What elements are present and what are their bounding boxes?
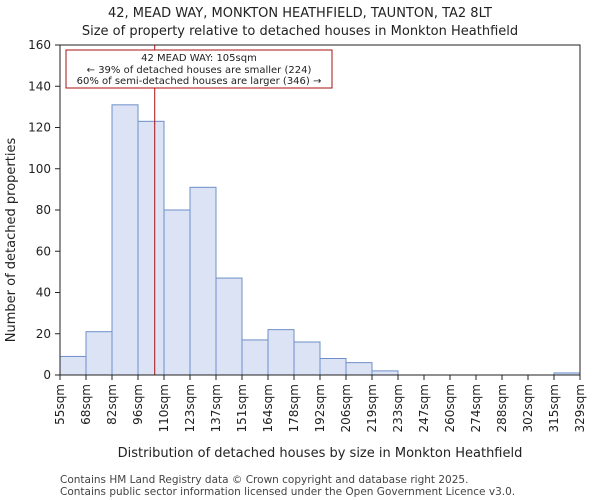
bar-164sqm xyxy=(267,329,295,376)
bars-group xyxy=(59,104,581,376)
annotation-line-1: 42 MEAD WAY: 105sqm xyxy=(141,53,257,64)
annotation-line-3: 60% of semi-detached houses are larger (… xyxy=(77,76,322,87)
x-tick-label: 192sqm xyxy=(313,384,327,432)
bar-206sqm xyxy=(345,362,373,376)
x-tick-label: 206sqm xyxy=(339,384,353,432)
chart-title: 42, MEAD WAY, MONKTON HEATHFIELD, TAUNTO… xyxy=(108,6,492,21)
x-tick-label: 55sqm xyxy=(53,384,67,425)
x-tick-label: 302sqm xyxy=(521,384,535,432)
bar-82sqm xyxy=(111,104,139,376)
x-tick-label: 68sqm xyxy=(79,384,93,425)
y-tick-label: 140 xyxy=(28,79,51,93)
y-tick-label: 40 xyxy=(36,286,51,300)
footer-line-1: Contains HM Land Registry data © Crown c… xyxy=(60,474,468,486)
x-tick-label: 137sqm xyxy=(209,384,223,432)
y-axis-label: Number of detached properties xyxy=(4,138,19,343)
x-tick-label: 288sqm xyxy=(495,384,509,432)
x-axis-label: Distribution of detached houses by size … xyxy=(118,446,523,461)
x-tick-label: 82sqm xyxy=(105,384,119,425)
y-tick-label: 60 xyxy=(36,244,51,258)
bar-123sqm xyxy=(189,186,217,376)
chart-subtitle: Size of property relative to detached ho… xyxy=(82,24,518,39)
bar-219sqm xyxy=(371,370,399,376)
x-axis: 55sqm 68sqm 82sqm 96sqm 110sqm 123sqm 137sqm 15… xyxy=(53,375,587,432)
annotation-line-2: ← 39% of detached houses are smaller (22… xyxy=(87,65,312,76)
bar-110sqm xyxy=(163,209,191,376)
y-axis: 0 20 40 60 80 100 120 140 160 xyxy=(28,38,60,382)
bar-68sqm xyxy=(85,331,113,376)
annotation-box: 42 MEAD WAY: 105sqm ← 39% of detached ho… xyxy=(65,49,333,89)
annotation-frame xyxy=(65,49,333,89)
y-tick-label: 20 xyxy=(36,327,51,341)
bar-151sqm xyxy=(241,339,269,376)
x-tick-label: 274sqm xyxy=(469,384,483,432)
footer-line-2: Contains public sector information licen… xyxy=(60,486,515,498)
x-tick-label: 96sqm xyxy=(131,384,145,425)
y-tick-label: 0 xyxy=(43,368,51,382)
bar-55sqm xyxy=(59,355,87,376)
bar-96sqm xyxy=(137,120,165,376)
bar-178sqm xyxy=(293,341,321,376)
x-tick-label: 247sqm xyxy=(417,384,431,432)
x-tick-label: 233sqm xyxy=(391,384,405,432)
y-tick-label: 80 xyxy=(36,203,51,217)
y-tick-label: 160 xyxy=(28,38,51,52)
x-tick-label: 151sqm xyxy=(235,384,249,432)
x-tick-label: 178sqm xyxy=(287,384,301,432)
y-tick-label: 100 xyxy=(28,162,51,176)
x-tick-label: 110sqm xyxy=(157,384,171,432)
bar-137sqm xyxy=(215,277,243,376)
x-tick-label: 123sqm xyxy=(183,384,197,432)
plot-frame xyxy=(59,44,581,376)
x-tick-label: 260sqm xyxy=(443,384,457,432)
x-tick-label: 329sqm xyxy=(573,384,587,432)
x-tick-label: 219sqm xyxy=(365,384,379,432)
x-tick-label: 164sqm xyxy=(261,384,275,432)
bar-192sqm xyxy=(319,358,347,376)
y-tick-label: 120 xyxy=(28,121,51,135)
x-tick-label: 315sqm xyxy=(547,384,561,432)
